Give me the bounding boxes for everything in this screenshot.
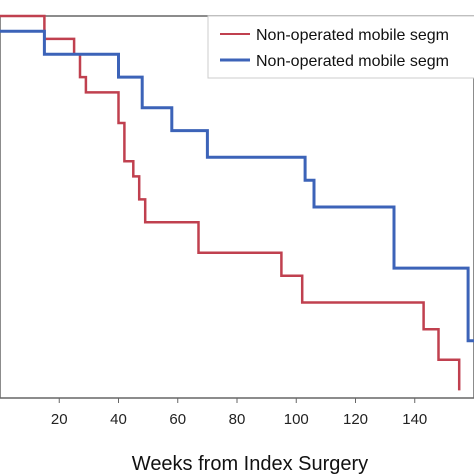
x-tick-label-100: 100: [284, 411, 309, 428]
x-tick-label-20: 20: [51, 411, 68, 428]
x-tick-label-140: 140: [402, 411, 427, 428]
x-tick-label-120: 120: [343, 411, 368, 428]
legend-box: [207, 15, 474, 79]
series-line-blue: [0, 29, 474, 343]
x-axis-ticks: 20 40 60 80 100 120 140: [51, 398, 427, 428]
x-tick-label-80: 80: [229, 411, 246, 428]
x-tick-label-60: 60: [169, 411, 186, 428]
legend-label-blue: Non-operated mobile segm: [256, 53, 449, 70]
x-tick-label-40: 40: [110, 411, 127, 428]
legend-label-red: Non-operated mobile segm: [256, 27, 449, 44]
legend: Non-operated mobile segm Non-operated mo…: [207, 15, 474, 79]
series-layer: [0, 14, 474, 391]
x-axis-title: Weeks from Index Surgery: [132, 453, 368, 474]
